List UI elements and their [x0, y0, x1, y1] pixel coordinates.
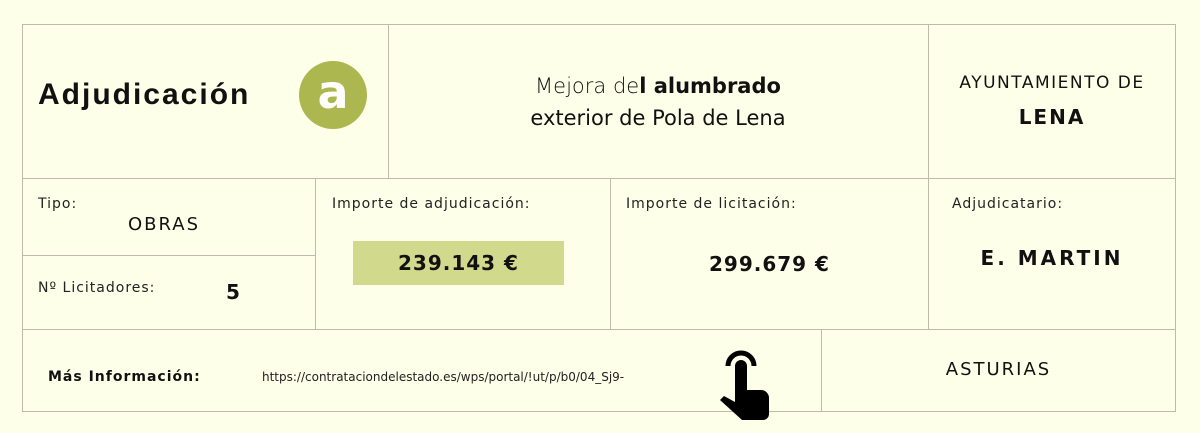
page-title: Adjudicación: [38, 78, 251, 111]
badge-icon: a: [299, 61, 367, 129]
adjudicacion-label: Importe de adjudicación:: [332, 196, 531, 212]
project-title: Mejora del alumbrado exterior de Pola de…: [388, 70, 928, 134]
info-label: Más Información:: [48, 369, 201, 385]
entity-name: LENA: [1018, 105, 1086, 129]
adjudicatario-value: E. MARTIN: [980, 246, 1124, 270]
project-title-line2: exterior de Pola de Lena: [530, 106, 786, 130]
licitadores-value: 5: [226, 280, 241, 304]
tipo-label: Tipo:: [38, 196, 78, 212]
licitadores-label: Nº Licitadores:: [38, 280, 156, 296]
entity-cell: [928, 24, 1176, 179]
tipo-value: OBRAS: [128, 214, 201, 235]
region-value: ASTURIAS: [945, 359, 1052, 380]
info-link[interactable]: https://contrataciondelestado.es/wps/por…: [262, 370, 625, 384]
licitacion-value: 299.679 €: [709, 252, 830, 276]
entity-line1: AYUNTAMIENTO DE: [959, 73, 1145, 93]
hand-pointer-icon[interactable]: [718, 350, 774, 422]
licitacion-label: Importe de licitación:: [626, 196, 797, 212]
project-title-light: Mejora de: [535, 74, 640, 98]
region-cell: [821, 329, 1176, 412]
adjudicacion-value: 239.143 €: [353, 241, 564, 285]
adjudicatario-label: Adjudicatario:: [952, 196, 1064, 212]
project-title-bold: l alumbrado: [639, 74, 781, 98]
